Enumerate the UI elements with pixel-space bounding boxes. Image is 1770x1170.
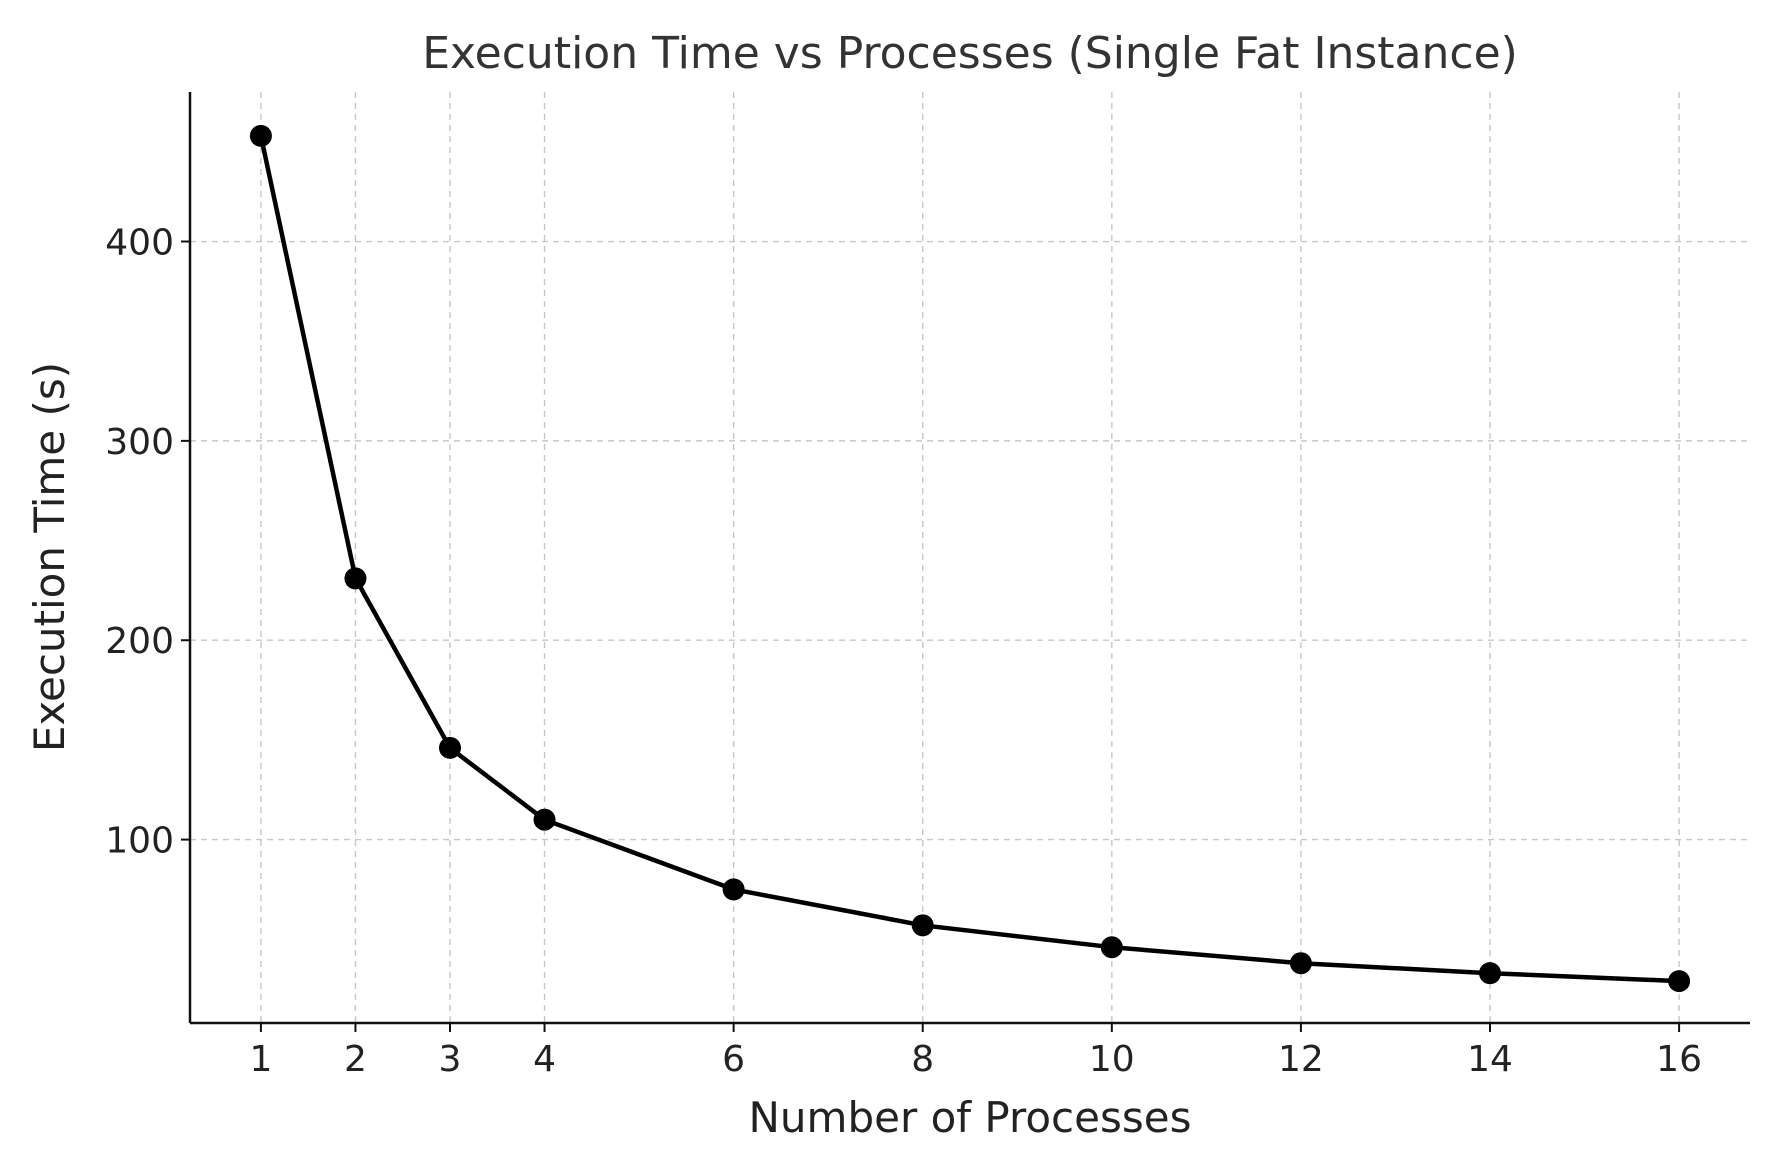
axes xyxy=(188,92,1750,1025)
y-tick-label: 100 xyxy=(105,821,174,862)
data-point xyxy=(911,914,934,937)
data-series xyxy=(249,124,1691,993)
chart-title: Execution Time vs Processes (Single Fat … xyxy=(422,28,1518,79)
data-point xyxy=(249,124,272,147)
x-tick-label: 16 xyxy=(1656,1039,1702,1080)
x-tick-label: 4 xyxy=(533,1039,556,1080)
data-point xyxy=(533,808,556,831)
data-point xyxy=(1479,962,1501,985)
grid-lines xyxy=(190,92,1750,1023)
x-tick-label: 10 xyxy=(1089,1039,1135,1080)
x-axis-label: Number of Processes xyxy=(749,1093,1192,1142)
y-tick-label: 400 xyxy=(105,223,174,264)
series-line xyxy=(258,133,1682,984)
x-tick-label: 3 xyxy=(439,1039,462,1080)
x-tick-label: 2 xyxy=(344,1039,367,1080)
x-tick-label: 8 xyxy=(911,1039,934,1080)
x-tick-label: 6 xyxy=(722,1039,745,1080)
data-point xyxy=(1668,970,1691,993)
x-tick-label: 1 xyxy=(249,1039,272,1080)
x-tick-label: 14 xyxy=(1467,1039,1513,1080)
x-tick-label: 12 xyxy=(1278,1039,1324,1080)
y-tick-label: 300 xyxy=(105,422,174,463)
data-point xyxy=(439,736,461,759)
y-axis-label: Execution Time (s) xyxy=(25,362,74,752)
data-point xyxy=(722,878,745,901)
data-point xyxy=(344,567,367,590)
data-point xyxy=(1289,952,1312,975)
data-point xyxy=(1100,936,1123,959)
y-tick-label: 200 xyxy=(105,621,174,662)
